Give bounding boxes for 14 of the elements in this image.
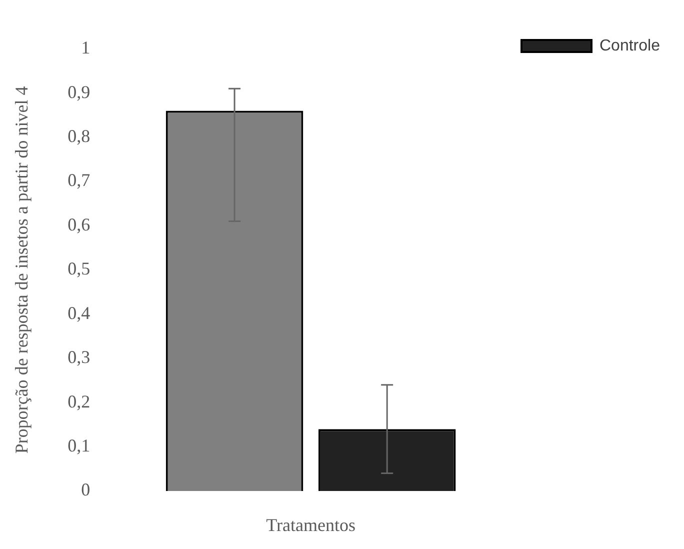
y-tick-label: 1 [81,38,90,58]
y-tick-label: 0,1 [68,436,90,456]
y-tick-label: 0,8 [68,126,90,146]
y-tick-label: 0,6 [68,214,90,234]
y-tick-label: 0,9 [68,82,90,102]
y-axis-title: Proporção de resposta de insetos a partir do nivel 4 [12,86,32,454]
y-tick-label: 0,2 [68,391,90,412]
y-tick-label: 0,5 [68,258,90,279]
x-axis-title: Tratamentos [266,514,356,535]
y-tick-label: 0,4 [68,302,90,323]
y-tick-label: 0,3 [68,347,90,368]
y-tick-label: 0 [81,480,90,500]
y-tick-label: 0,7 [68,170,90,190]
legend-label: Controle [600,37,660,54]
